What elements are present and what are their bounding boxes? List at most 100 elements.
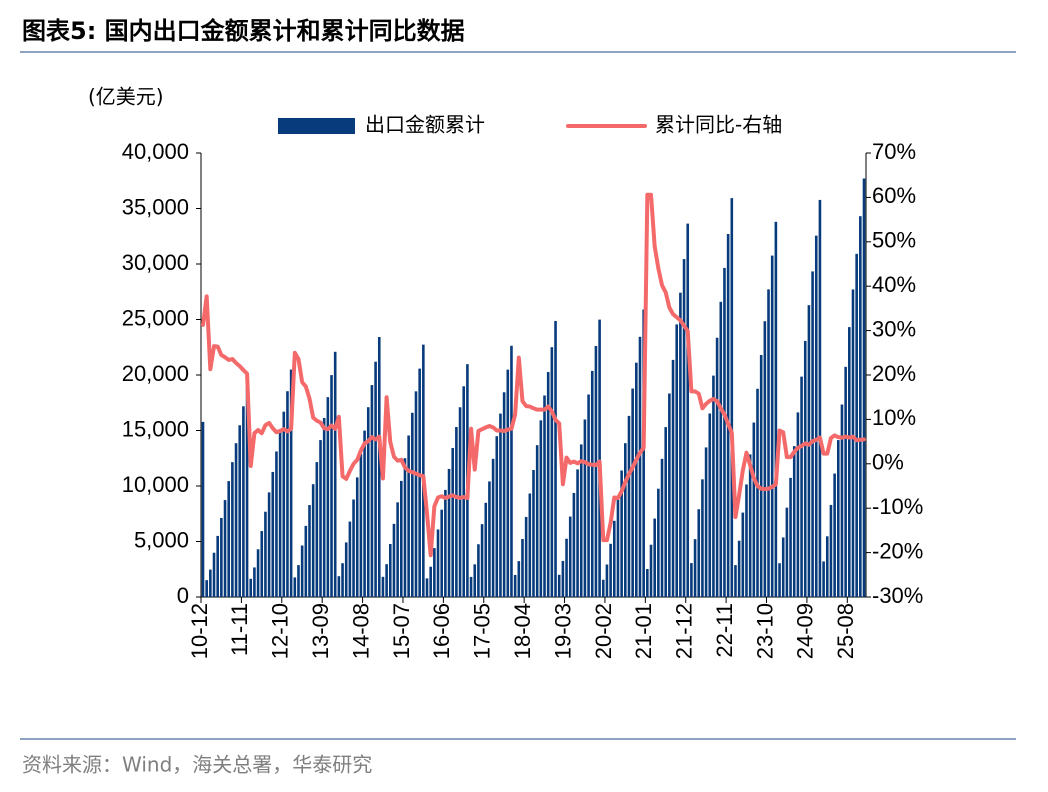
bar xyxy=(627,415,631,597)
bar xyxy=(767,289,770,597)
legend-swatch xyxy=(278,118,355,134)
bar xyxy=(848,327,851,597)
bar xyxy=(811,271,814,597)
bar xyxy=(693,539,697,597)
bar xyxy=(319,440,322,597)
bar xyxy=(411,412,414,597)
bar xyxy=(403,458,407,597)
y-tick-label: 10,000 xyxy=(122,472,189,497)
y2-tick-label: 50% xyxy=(872,228,916,253)
bar xyxy=(752,422,756,597)
bar xyxy=(293,577,297,597)
bar xyxy=(407,435,410,597)
x-tick-label: 11-11 xyxy=(227,603,252,656)
bar xyxy=(642,309,645,597)
x-tick-label: 10-12 xyxy=(187,603,212,659)
bar xyxy=(836,440,840,597)
bar xyxy=(400,480,403,597)
bar xyxy=(660,458,664,597)
bar xyxy=(502,392,506,597)
y-tick-label: 25,000 xyxy=(122,305,189,330)
bar xyxy=(326,397,330,597)
bar xyxy=(381,576,385,597)
bar xyxy=(565,538,568,597)
bar xyxy=(414,391,418,597)
bar xyxy=(719,301,723,597)
y2-tick-label: 60% xyxy=(872,183,916,208)
bar xyxy=(275,451,278,597)
bar xyxy=(300,545,304,597)
bar xyxy=(803,340,807,597)
bar xyxy=(737,540,741,597)
x-tick-label: 14-08 xyxy=(348,603,373,659)
bar xyxy=(840,404,844,597)
bar xyxy=(245,386,249,597)
bar xyxy=(513,574,517,597)
bar xyxy=(223,500,227,597)
bar xyxy=(745,484,748,597)
bar xyxy=(726,234,730,597)
bar xyxy=(543,395,546,597)
y-tick-label: 20,000 xyxy=(122,361,189,386)
bar xyxy=(679,292,682,597)
bar xyxy=(311,484,315,597)
bar xyxy=(528,493,532,597)
bar xyxy=(778,563,781,597)
bar xyxy=(862,178,866,597)
bar xyxy=(286,391,289,597)
bar xyxy=(458,407,462,597)
bar xyxy=(388,544,392,597)
bar xyxy=(444,489,447,597)
bar xyxy=(550,347,554,597)
bar xyxy=(598,319,601,597)
bar xyxy=(256,549,260,597)
bar xyxy=(337,576,341,597)
bar xyxy=(763,321,767,597)
bar xyxy=(212,552,216,597)
x-tick-label: 23-10 xyxy=(752,603,777,659)
bar xyxy=(807,305,811,597)
bar xyxy=(510,345,513,597)
bar xyxy=(517,561,521,597)
bar xyxy=(730,198,734,597)
bar xyxy=(451,447,455,597)
x-tick-label: 25-08 xyxy=(833,603,858,659)
bar xyxy=(366,407,370,597)
y2-tick-label: -20% xyxy=(872,538,923,563)
y2-tick-label: 30% xyxy=(872,316,916,341)
y-unit: (亿美元) xyxy=(88,85,164,109)
bar xyxy=(363,430,366,597)
bar xyxy=(800,376,803,597)
bar xyxy=(844,366,847,597)
line xyxy=(201,192,866,558)
bar xyxy=(715,337,719,597)
bar xyxy=(209,569,212,597)
bar xyxy=(557,574,561,597)
bar xyxy=(792,446,796,597)
bar xyxy=(495,436,499,597)
bar xyxy=(675,324,679,597)
bar xyxy=(216,535,219,597)
bar xyxy=(238,425,242,597)
bar xyxy=(774,221,778,597)
bar xyxy=(278,430,282,597)
bar xyxy=(355,477,359,597)
bar xyxy=(315,462,319,597)
bar xyxy=(631,388,634,597)
bar xyxy=(859,216,862,597)
bar xyxy=(697,509,701,597)
bar xyxy=(664,427,667,597)
bar xyxy=(590,370,594,597)
bar xyxy=(425,578,429,597)
x-tick-label: 21-01 xyxy=(631,603,656,659)
bar xyxy=(455,427,458,597)
y-tick-label: 40,000 xyxy=(122,139,189,164)
bar xyxy=(653,518,656,597)
bar xyxy=(484,502,488,597)
y2-tick-label: -10% xyxy=(872,494,923,519)
bar xyxy=(671,359,675,597)
bar xyxy=(267,492,271,597)
bar xyxy=(601,579,605,597)
x-tick-label: 22-11 xyxy=(712,603,737,658)
bar xyxy=(282,411,286,597)
